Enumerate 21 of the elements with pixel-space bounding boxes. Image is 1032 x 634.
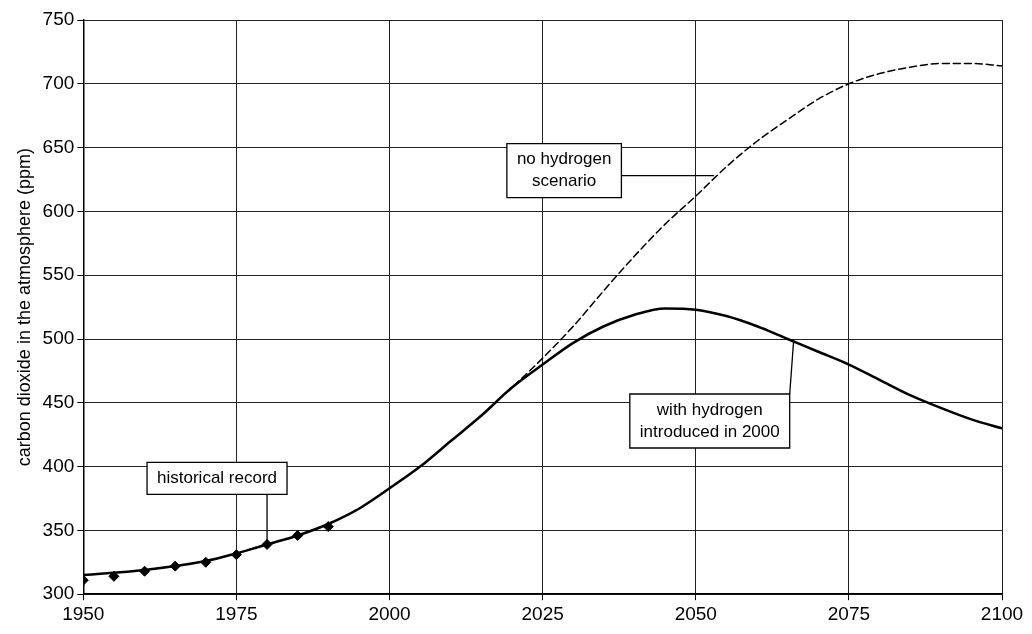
y-tick-label: 350: [42, 518, 75, 540]
y-axis-title: carbon dioxide in the atmosphere (ppm): [13, 148, 34, 467]
x-tick-label: 1975: [215, 602, 258, 624]
annotation: historical record: [157, 468, 278, 488]
annotation: with hydrogen introduced in 2000: [639, 399, 780, 441]
y-tick-label: 500: [42, 327, 75, 349]
x-tick-label: 1950: [62, 602, 105, 624]
y-tick-label: 650: [42, 135, 75, 157]
y-tick-label: 700: [42, 72, 75, 94]
y-tick-label: 450: [42, 391, 75, 413]
x-tick-label: 2025: [521, 602, 564, 624]
x-tick-label: 2075: [827, 602, 871, 624]
y-tick-label: 750: [42, 8, 75, 30]
y-tick-label: 550: [42, 263, 75, 285]
x-tick-label: 2000: [368, 602, 411, 624]
y-tick-label: 300: [42, 582, 75, 604]
y-tick-label: 400: [42, 454, 75, 476]
x-tick-label: 2100: [980, 602, 1024, 624]
x-tick-label: 2050: [674, 602, 717, 624]
y-tick-label: 600: [42, 199, 75, 221]
annotation: no hydrogen scenario: [516, 149, 612, 191]
